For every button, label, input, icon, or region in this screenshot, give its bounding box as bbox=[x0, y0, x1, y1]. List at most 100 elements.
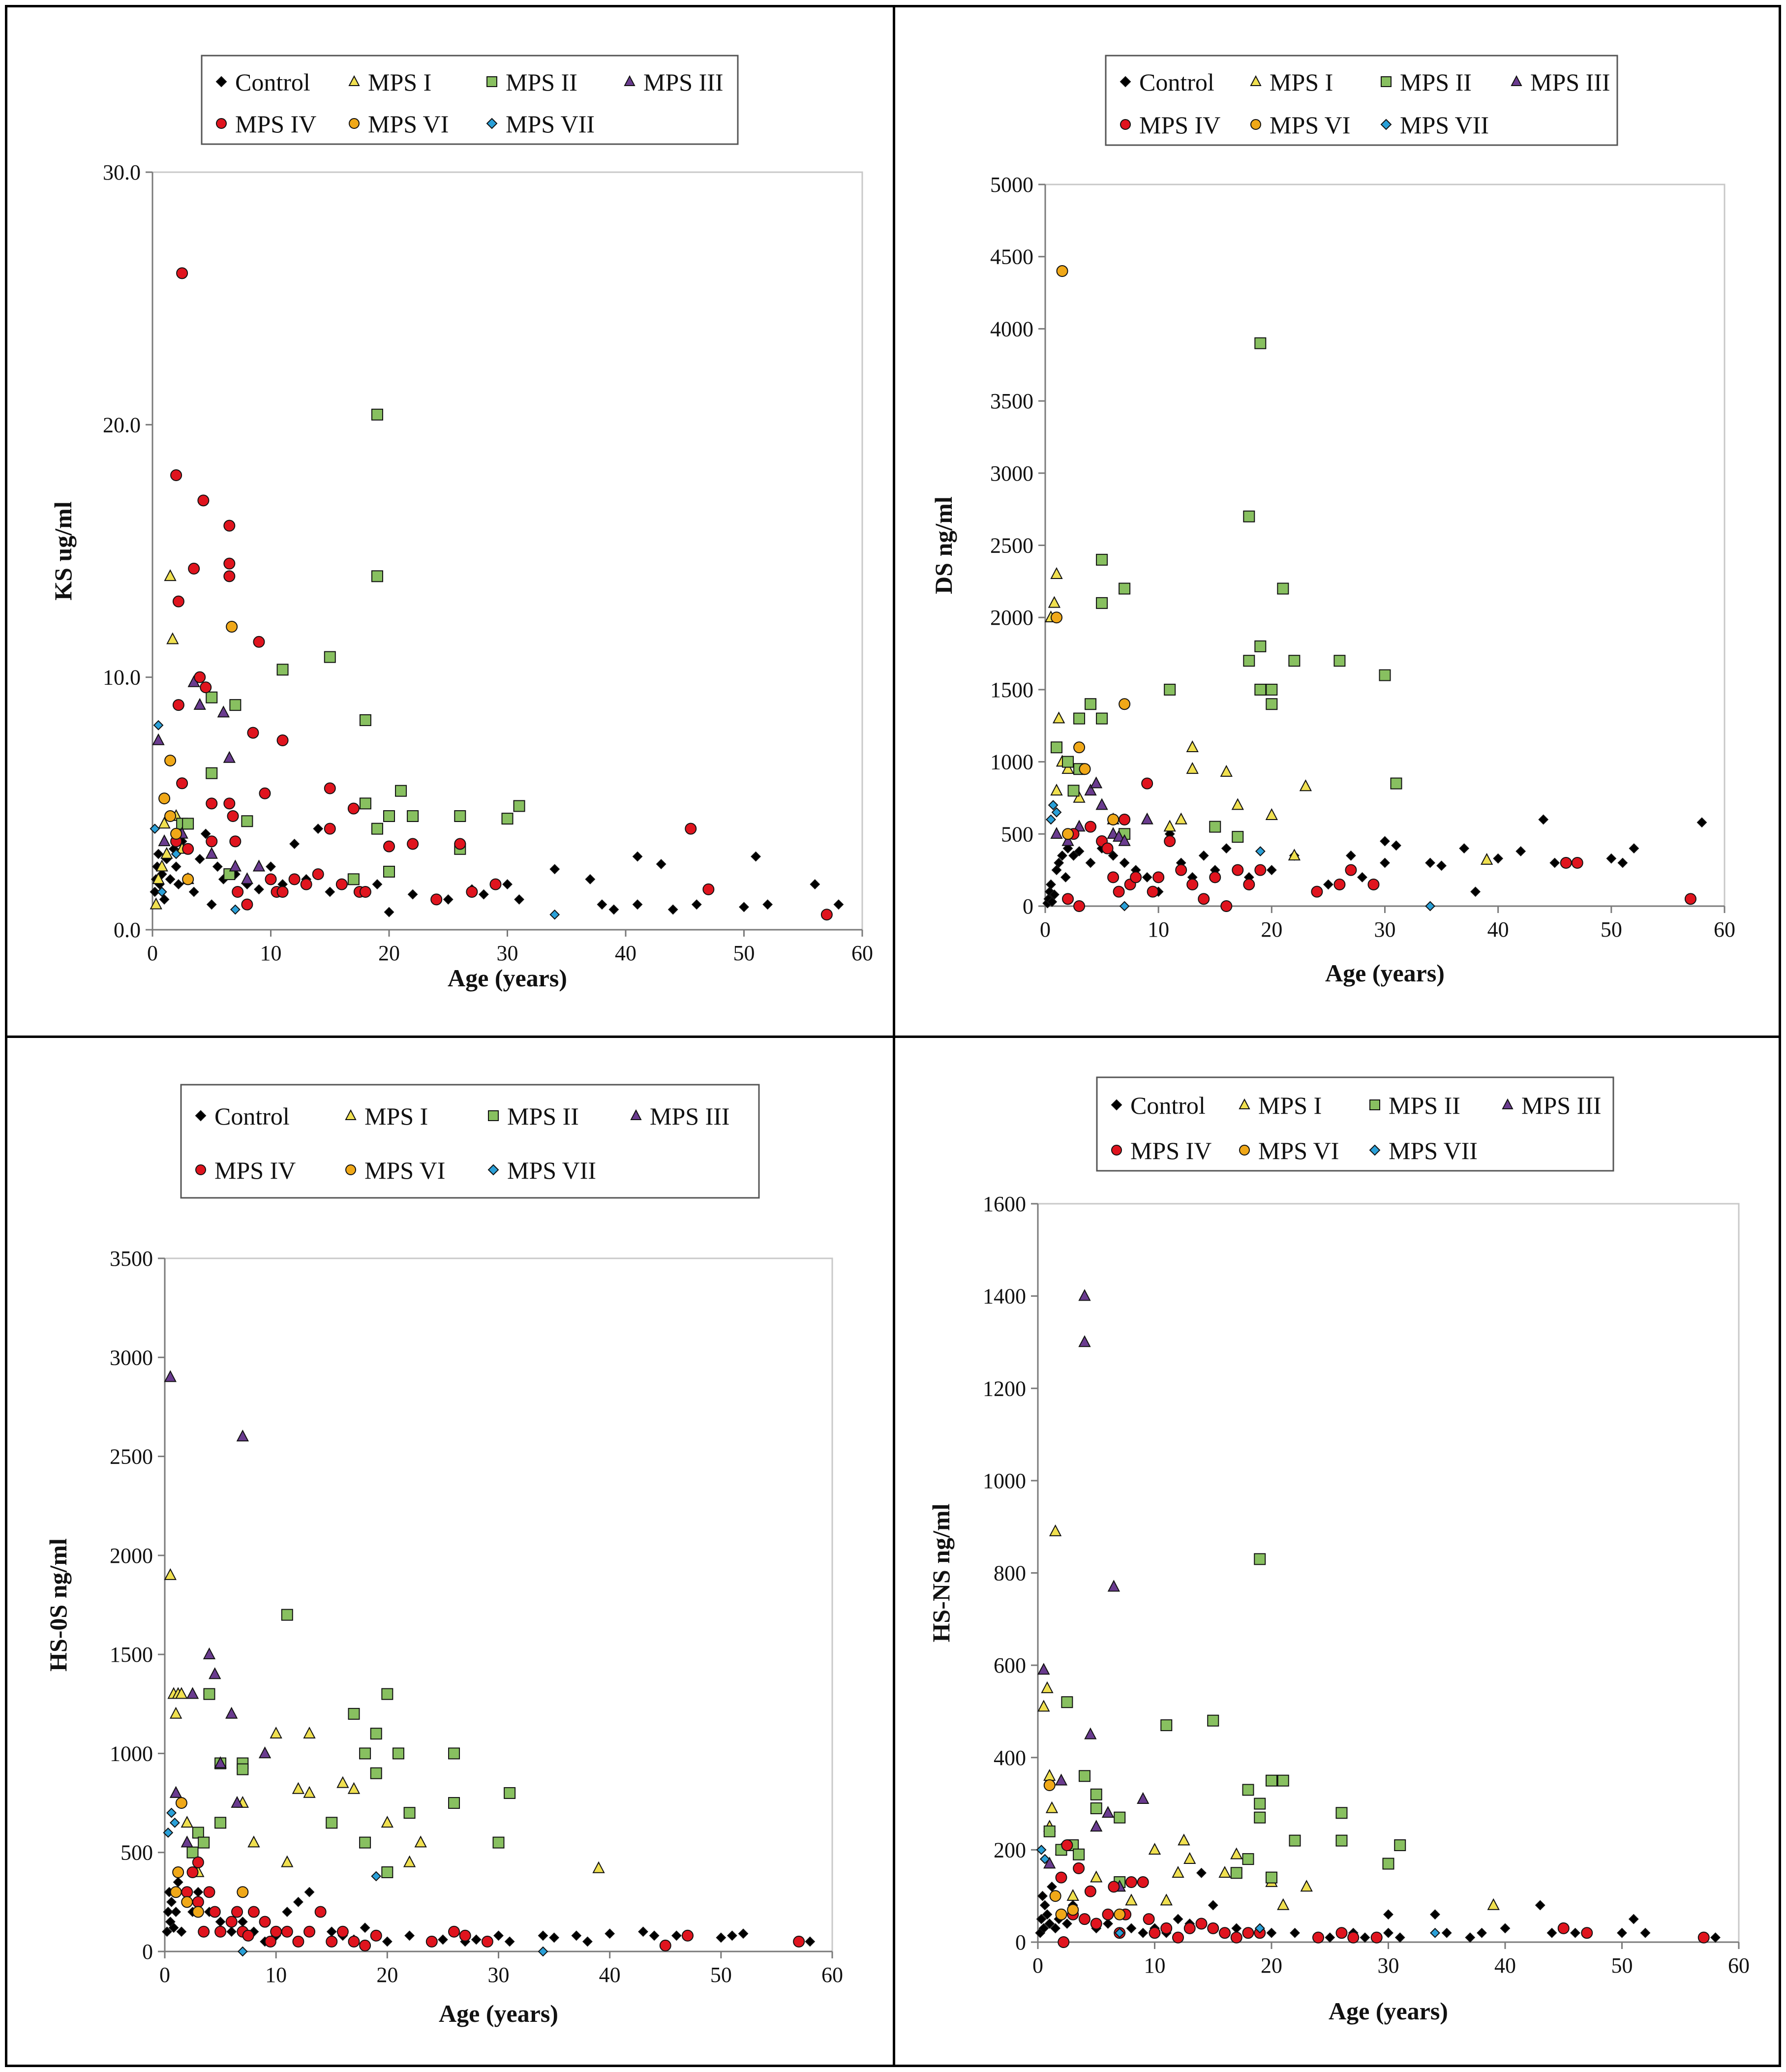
plot-area bbox=[1044, 183, 1725, 907]
legend-label-mps-vii: MPS VII bbox=[506, 110, 595, 138]
data-point-mps-iii bbox=[229, 859, 242, 872]
legend-item-mps-iii: MPS III bbox=[1511, 68, 1610, 96]
data-point-mps-i bbox=[175, 1687, 188, 1699]
data-point-control bbox=[438, 1934, 448, 1945]
data-point-mps-iv bbox=[206, 797, 218, 810]
data-point-mps-vi bbox=[1067, 1904, 1079, 1916]
data-point-mps-i bbox=[1183, 1852, 1196, 1864]
legend-item-mps-i: MPS I bbox=[345, 1102, 428, 1130]
data-point-mps-ii bbox=[383, 810, 395, 822]
data-point-mps-ii bbox=[203, 1688, 215, 1700]
y-tick-label: 10.0 bbox=[103, 666, 141, 690]
data-point-mps-iii bbox=[1073, 820, 1086, 832]
x-tick-label: 20 bbox=[1261, 917, 1282, 942]
data-point-mps-iv bbox=[324, 782, 336, 794]
data-point-control bbox=[1108, 850, 1119, 861]
data-point-mps-iv bbox=[1335, 1927, 1348, 1939]
data-point-control bbox=[360, 1922, 370, 1933]
data-point-mps-i bbox=[1073, 791, 1086, 803]
data-point-control bbox=[471, 1934, 482, 1945]
data-point-control bbox=[1103, 1919, 1113, 1929]
x-tick-label: 0 bbox=[1032, 1953, 1043, 1978]
data-point-mps-iv bbox=[1370, 1931, 1383, 1944]
data-point-mps-iv bbox=[425, 1935, 438, 1948]
data-point-mps-iii bbox=[186, 1687, 199, 1699]
x-tick-label: 40 bbox=[615, 941, 636, 965]
legend-marker-mps-iii bbox=[1502, 1098, 1514, 1109]
data-point-mps-iv bbox=[820, 909, 833, 921]
data-point-control bbox=[206, 899, 217, 910]
legend-marker-mps-vii bbox=[486, 118, 498, 129]
y-tick-label: 3000 bbox=[110, 1345, 153, 1370]
legend-marker-mps-i bbox=[1250, 75, 1262, 86]
data-point-mps-ii bbox=[1073, 712, 1086, 725]
legend-label-mps-ii: MPS II bbox=[507, 1102, 579, 1130]
data-point-control bbox=[1394, 1932, 1405, 1943]
data-point-mps-ii bbox=[501, 813, 514, 825]
data-point-control bbox=[304, 1887, 315, 1897]
data-point-mps-iv bbox=[1242, 1927, 1254, 1939]
data-point-mps-iv bbox=[407, 838, 419, 850]
data-point-mps-i bbox=[281, 1855, 294, 1867]
data-point-mps-iii bbox=[1095, 798, 1108, 810]
data-point-mps-iii bbox=[1037, 1663, 1050, 1675]
data-point-control bbox=[1570, 1927, 1580, 1938]
y-tick-label: 20.0 bbox=[103, 413, 141, 437]
data-point-mps-ii bbox=[1079, 1770, 1090, 1782]
series-mps-ii bbox=[186, 1609, 516, 1878]
data-point-mps-iv bbox=[1347, 1931, 1360, 1944]
y-tick-label: 1000 bbox=[110, 1741, 153, 1766]
y-tick-label: 500 bbox=[1001, 822, 1033, 846]
data-point-mps-ii bbox=[1043, 1825, 1056, 1837]
legend-marker-mps-vi bbox=[1250, 119, 1261, 130]
legend-label-mps-iv: MPS IV bbox=[214, 1157, 296, 1184]
data-point-control bbox=[226, 1926, 237, 1937]
data-point-mps-iii bbox=[1055, 1773, 1068, 1786]
data-point-mps-ii bbox=[1243, 510, 1255, 522]
data-point-mps-iv bbox=[188, 562, 200, 575]
data-point-mps-iv bbox=[1160, 1922, 1173, 1934]
data-point-mps-iv bbox=[454, 838, 466, 850]
data-point-mps-ii bbox=[1073, 1848, 1085, 1860]
data-point-mps-ii bbox=[1254, 1798, 1266, 1810]
data-point-mps-iv bbox=[192, 1856, 204, 1868]
data-point-mps-iv bbox=[1232, 864, 1244, 876]
data-point-mps-ii bbox=[1289, 1834, 1301, 1847]
legend-item-mps-i: MPS I bbox=[348, 68, 431, 96]
legend-item-mps-vii: MPS VII bbox=[486, 110, 595, 138]
data-point-mps-ii bbox=[347, 873, 360, 885]
data-point-mps-ii bbox=[206, 691, 218, 703]
data-point-mps-i bbox=[1048, 596, 1061, 608]
data-point-mps-ii bbox=[1230, 1867, 1242, 1879]
data-point-mps-ii bbox=[403, 1807, 416, 1819]
data-point-control bbox=[1325, 1932, 1335, 1943]
data-point-mps-iii bbox=[258, 1746, 272, 1759]
data-point-mps-iv bbox=[1220, 900, 1233, 912]
data-point-mps-iv bbox=[214, 1925, 227, 1938]
data-point-control bbox=[1198, 850, 1209, 861]
data-point-mps-iv bbox=[1311, 885, 1323, 898]
data-point-mps-iv bbox=[1073, 1862, 1085, 1874]
data-point-mps-ii bbox=[1266, 1774, 1277, 1787]
data-point-mps-vi bbox=[182, 873, 194, 885]
data-point-mps-iii bbox=[236, 1430, 249, 1442]
legend-item-mps-i: MPS I bbox=[1250, 68, 1333, 96]
data-point-mps-ii bbox=[370, 1767, 382, 1779]
data-point-control bbox=[173, 879, 184, 890]
legend-marker-mps-iii bbox=[624, 75, 636, 86]
data-point-mps-vii bbox=[538, 1946, 548, 1957]
data-point-control bbox=[166, 1896, 177, 1907]
data-point-control bbox=[502, 879, 513, 890]
data-point-mps-i bbox=[164, 569, 177, 581]
data-point-mps-i bbox=[592, 1861, 605, 1873]
y-tick-label: 3000 bbox=[990, 461, 1033, 486]
data-point-mps-ii bbox=[1254, 683, 1267, 696]
data-point-mps-ii bbox=[381, 1866, 394, 1878]
data-point-mps-iv bbox=[265, 873, 277, 885]
x-tick-label: 40 bbox=[1494, 1953, 1516, 1978]
legend-item-control: Control bbox=[1111, 1092, 1206, 1119]
data-point-mps-ii bbox=[1051, 741, 1063, 754]
data-point-control bbox=[266, 861, 276, 872]
data-point-control bbox=[1640, 1927, 1651, 1938]
